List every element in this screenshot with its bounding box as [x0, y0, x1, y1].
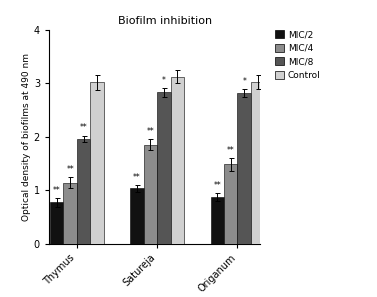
Bar — [144, 145, 157, 244]
Bar — [130, 189, 144, 244]
Bar — [157, 92, 170, 244]
Bar — [170, 77, 184, 244]
Text: *: * — [242, 77, 246, 86]
Bar — [77, 139, 90, 244]
Text: **: ** — [80, 123, 87, 132]
Bar — [50, 202, 63, 244]
Text: **: ** — [133, 173, 141, 182]
Legend: MIC/2, MIC/4, MIC/8, Control: MIC/2, MIC/4, MIC/8, Control — [275, 30, 320, 80]
Text: **: ** — [213, 181, 221, 190]
Bar — [211, 197, 224, 244]
Text: **: ** — [147, 127, 154, 136]
Bar — [63, 183, 77, 244]
Bar — [251, 82, 264, 244]
Bar — [90, 82, 104, 244]
Bar — [224, 165, 238, 244]
Text: *: * — [162, 76, 166, 85]
Text: **: ** — [66, 165, 74, 174]
Text: **: ** — [53, 186, 61, 195]
Bar — [238, 93, 251, 244]
Text: **: ** — [227, 146, 234, 155]
Y-axis label: Optical density of biofilms at 490 nm: Optical density of biofilms at 490 nm — [22, 53, 31, 221]
Title: Biofilm inhibition: Biofilm inhibition — [118, 16, 212, 26]
